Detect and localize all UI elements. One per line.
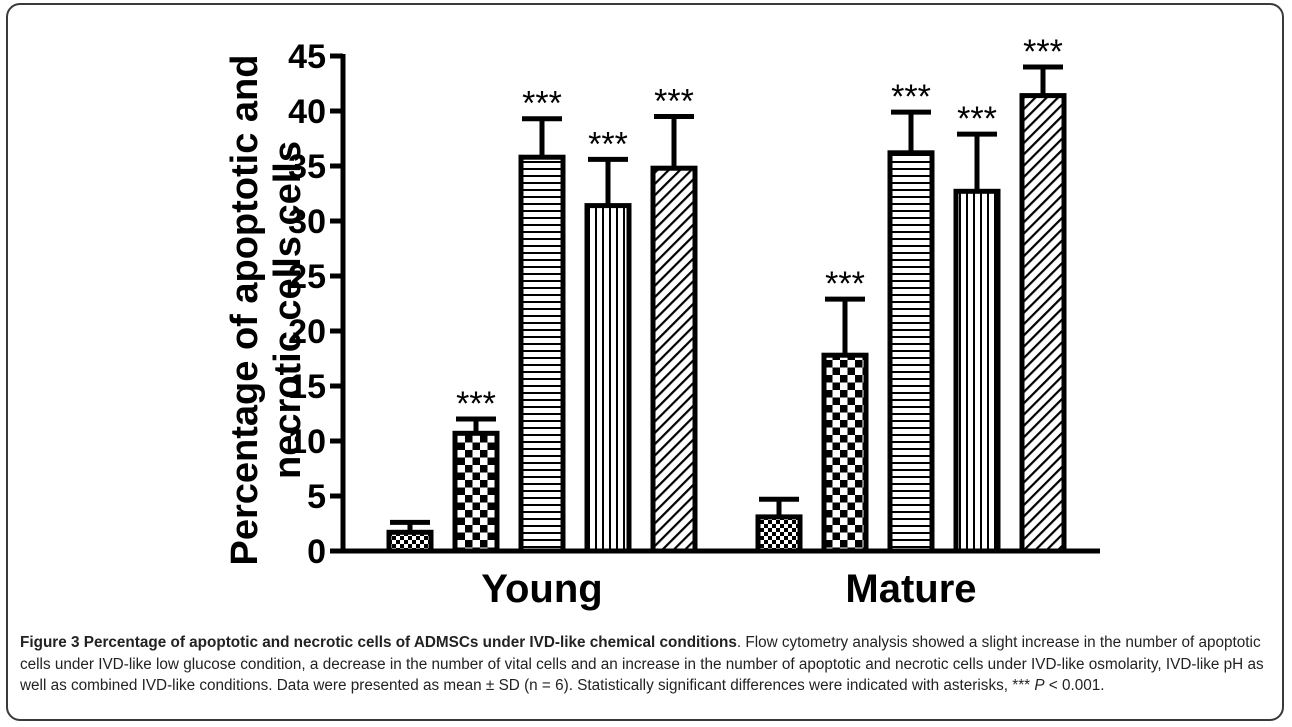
figure-caption: Figure 3 Percentage of apoptotic and nec… — [20, 632, 1270, 697]
bar — [887, 150, 935, 554]
significance-label: *** — [456, 385, 496, 423]
bar — [755, 514, 803, 554]
bar — [650, 165, 698, 554]
significance-label: *** — [891, 78, 931, 116]
bars-layer: *** *** *** *** *** *** *** *** — [386, 33, 1067, 554]
y-tick-label: 25 — [288, 258, 326, 296]
x-category-label: Mature — [845, 567, 976, 611]
significance-label: *** — [522, 85, 562, 123]
caption-title: Figure 3 Percentage of apoptotic and nec… — [20, 634, 737, 651]
bar — [452, 430, 500, 554]
significance-label: *** — [588, 125, 628, 163]
y-axis-title-line-2: necrotic cells cells — [267, 141, 309, 479]
bar — [1019, 93, 1067, 554]
y-tick-label: 45 — [288, 38, 326, 76]
y-tick-label: 0 — [307, 533, 326, 571]
y-tick-label: 15 — [288, 368, 326, 406]
y-axis-title-line-1: Percentage of apoptotic and — [224, 55, 266, 566]
bar — [584, 203, 632, 554]
significance-label: *** — [654, 83, 694, 121]
bar — [518, 154, 566, 554]
caption-p-symbol: P — [1034, 677, 1045, 694]
x-category-label: Young — [481, 567, 602, 611]
figure-frame — [6, 3, 1284, 721]
y-tick-label: 10 — [288, 423, 326, 461]
x-axis: Young Mature — [341, 548, 1100, 611]
y-tick-label: 5 — [307, 478, 326, 516]
y-tick-label: 35 — [288, 148, 326, 186]
y-axis-title: Percentage of apoptotic and necrotic cel… — [224, 55, 309, 566]
y-tick-label: 40 — [288, 93, 326, 131]
y-axis: 0 5 10 15 20 25 30 35 40 45 — [288, 38, 346, 571]
bar — [953, 188, 1001, 554]
caption-text-end: < 0.001. — [1044, 677, 1105, 694]
significance-label: *** — [825, 265, 865, 303]
significance-label: *** — [957, 100, 997, 138]
caption-text: . Flow cytometry analysis showed a sligh… — [20, 634, 1264, 694]
significance-label: *** — [1023, 33, 1063, 71]
bar-chart: Percentage of apoptotic and necrotic cel… — [224, 33, 1100, 611]
y-tick-label: 30 — [288, 203, 326, 241]
bar — [821, 352, 869, 554]
y-tick-label: 20 — [288, 313, 326, 351]
bar — [386, 529, 434, 554]
